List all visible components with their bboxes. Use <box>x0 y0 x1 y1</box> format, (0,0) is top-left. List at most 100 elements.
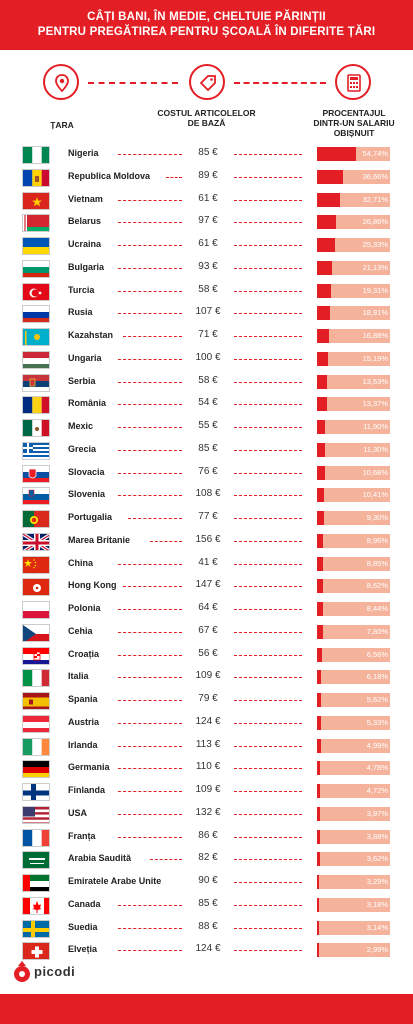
percentage-label: 9,30% <box>366 513 388 522</box>
row-dash-left <box>118 950 182 952</box>
row-dash-right <box>234 176 302 178</box>
percentage-label: 7,80% <box>366 626 388 636</box>
percentage-label: 10,41% <box>362 490 388 500</box>
flag-italy-icon <box>22 669 50 688</box>
row-dash-right <box>234 336 302 337</box>
percentage-label: 54,74% <box>362 149 388 158</box>
flag-austria-icon <box>22 714 50 733</box>
cost-value: 93 € <box>198 260 218 272</box>
column-header-pct-line2: DINTR-UN SALARIU <box>313 118 395 128</box>
row-dash-left <box>122 586 182 588</box>
percentage-bar: 2,99% <box>317 943 390 958</box>
percentage-bar-fill <box>317 306 331 321</box>
cost-value: 109 € <box>195 670 221 682</box>
percentage-bar: 3,14% <box>317 920 390 935</box>
header-dash-right <box>234 82 326 84</box>
row-dash-right <box>234 677 302 679</box>
percentage-bar: 15,19% <box>317 351 390 366</box>
percentage-bar: 32,71% <box>317 192 390 207</box>
percentage-bar-fill <box>317 465 325 480</box>
percentage-label: 19,31% <box>362 285 388 295</box>
percentage-bar-fill <box>317 647 322 662</box>
percentage-bar: 13,53% <box>317 374 390 389</box>
percentage-bar-fill <box>317 897 320 912</box>
percentage-bar: 3,29% <box>317 875 390 889</box>
percentage-label: 13,37% <box>362 399 388 409</box>
percentage-bar-fill <box>317 875 320 889</box>
percentage-label: 3,14% <box>366 922 388 932</box>
row-dash-left <box>118 563 182 565</box>
country-label: Austria <box>68 716 100 727</box>
percentage-label: 8,85% <box>366 558 388 568</box>
percentage-bar-fill <box>317 169 344 184</box>
percentage-bar: 4,78% <box>317 761 390 776</box>
percentage-bar-fill <box>317 761 321 776</box>
row-dash-right <box>234 222 302 224</box>
percentage-bar-fill <box>317 420 326 434</box>
percentage-bar: 19,31% <box>317 283 390 298</box>
row-dash-right <box>234 950 302 952</box>
cost-value: 124 € <box>195 943 221 955</box>
percentage-label: 3,88% <box>366 831 388 841</box>
cost-value: 97 € <box>198 215 218 227</box>
percentage-label: 3,18% <box>366 899 388 909</box>
flag-croatia-icon <box>22 646 50 665</box>
row-dash-right <box>234 745 302 747</box>
row-dash-left <box>118 290 182 292</box>
percentage-bar: 8,96% <box>317 533 390 548</box>
row-dash-right <box>234 472 302 474</box>
percentage-label: 16,88% <box>362 331 388 340</box>
country-label: Nigeria <box>68 148 99 158</box>
percentage-bar-fill <box>317 442 326 457</box>
row-dash-left <box>165 176 182 178</box>
row-dash-right <box>234 267 302 269</box>
row-dash-left <box>118 154 182 155</box>
row-dash-right <box>234 404 302 406</box>
row-dash-left <box>128 518 182 519</box>
row-dash-right <box>234 245 302 246</box>
flag-china-icon <box>22 555 50 574</box>
flag-finland-icon <box>22 783 50 801</box>
row-dash-left <box>118 813 182 815</box>
cost-value: 124 € <box>195 715 221 727</box>
percentage-bar-fill <box>317 351 328 366</box>
percentage-bar-fill <box>317 715 321 730</box>
percentage-bar: 11,90% <box>317 420 390 434</box>
row-dash-right <box>234 654 302 656</box>
percentage-bar-fill <box>317 238 336 252</box>
country-label: Italia <box>68 671 89 682</box>
flag-slovenia-icon <box>22 487 50 506</box>
row-dash-left <box>118 381 182 383</box>
cost-value: 107 € <box>195 306 221 318</box>
country-label: Turcia <box>68 284 95 295</box>
price-tag-icon <box>189 64 225 100</box>
cost-value: 58 € <box>198 374 218 386</box>
cost-value: 55 € <box>198 420 218 431</box>
percentage-bar-fill <box>317 260 333 275</box>
percentage-bar-fill <box>317 829 320 844</box>
flag-portugal-icon <box>22 510 50 528</box>
flag-uk-icon <box>22 532 50 551</box>
percentage-label: 5,62% <box>366 695 388 704</box>
country-label: Slovacia <box>68 466 105 477</box>
percentage-bar-fill <box>317 579 324 594</box>
percentage-label: 32,71% <box>362 194 388 204</box>
country-label: Kazahstan <box>68 330 114 340</box>
percentage-bar: 6,56% <box>317 647 390 662</box>
row-dash-left <box>149 540 182 542</box>
country-label: Elveția <box>68 944 98 955</box>
row-dash-left <box>118 609 182 610</box>
country-label: Arabia Saudită <box>68 853 132 864</box>
row-dash-left <box>118 745 182 747</box>
percentage-bar: 21,13% <box>317 260 390 275</box>
cost-value: 109 € <box>195 784 221 795</box>
row-dash-left <box>118 449 182 451</box>
row-dash-left <box>118 404 182 406</box>
percentage-bar-fill <box>317 283 331 298</box>
row-dash-left <box>118 495 182 497</box>
percentage-label: 6,18% <box>366 672 388 682</box>
percentage-bar-fill <box>317 147 356 161</box>
cost-value: 100 € <box>195 351 221 363</box>
percentage-label: 8,62% <box>366 581 388 591</box>
flag-hongkong-icon <box>22 578 50 597</box>
